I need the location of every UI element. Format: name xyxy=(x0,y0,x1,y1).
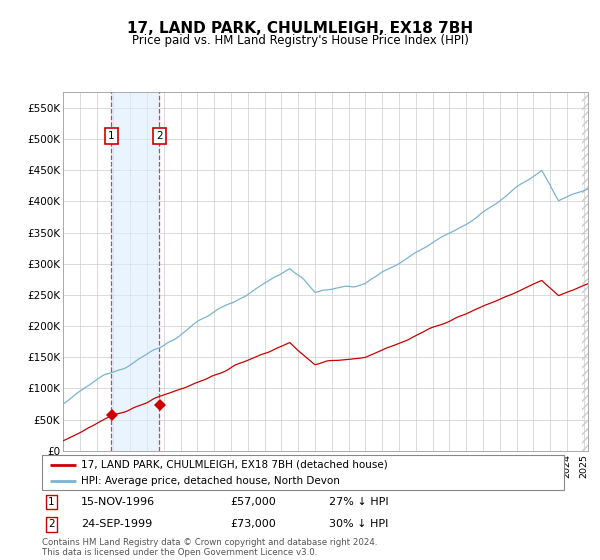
Bar xyxy=(63,92,64,451)
Text: £73,000: £73,000 xyxy=(230,519,275,529)
Text: 15-NOV-1996: 15-NOV-1996 xyxy=(81,497,155,507)
Text: Contains HM Land Registry data © Crown copyright and database right 2024.
This d: Contains HM Land Registry data © Crown c… xyxy=(42,538,377,557)
Text: 30% ↓ HPI: 30% ↓ HPI xyxy=(329,519,388,529)
Bar xyxy=(583,92,588,451)
Text: 1: 1 xyxy=(48,497,55,507)
Text: 17, LAND PARK, CHULMLEIGH, EX18 7BH: 17, LAND PARK, CHULMLEIGH, EX18 7BH xyxy=(127,21,473,36)
Text: 24-SEP-1999: 24-SEP-1999 xyxy=(81,519,152,529)
Bar xyxy=(112,92,159,451)
Text: Price paid vs. HM Land Registry's House Price Index (HPI): Price paid vs. HM Land Registry's House … xyxy=(131,34,469,46)
Text: HPI: Average price, detached house, North Devon: HPI: Average price, detached house, Nort… xyxy=(81,477,340,486)
Text: 2: 2 xyxy=(156,131,163,141)
Text: 27% ↓ HPI: 27% ↓ HPI xyxy=(329,497,389,507)
Bar xyxy=(63,92,64,451)
Text: 1: 1 xyxy=(108,131,115,141)
Text: 2: 2 xyxy=(48,519,55,529)
Text: 17, LAND PARK, CHULMLEIGH, EX18 7BH (detached house): 17, LAND PARK, CHULMLEIGH, EX18 7BH (det… xyxy=(81,460,388,470)
Text: £57,000: £57,000 xyxy=(230,497,275,507)
FancyBboxPatch shape xyxy=(42,455,564,490)
